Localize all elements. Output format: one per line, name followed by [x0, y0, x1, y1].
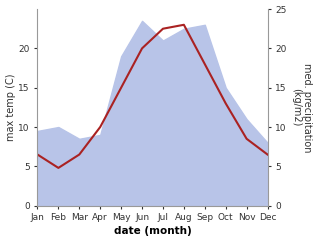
Y-axis label: med. precipitation
(kg/m2): med. precipitation (kg/m2) [291, 63, 313, 152]
X-axis label: date (month): date (month) [114, 227, 191, 236]
Y-axis label: max temp (C): max temp (C) [5, 74, 16, 141]
